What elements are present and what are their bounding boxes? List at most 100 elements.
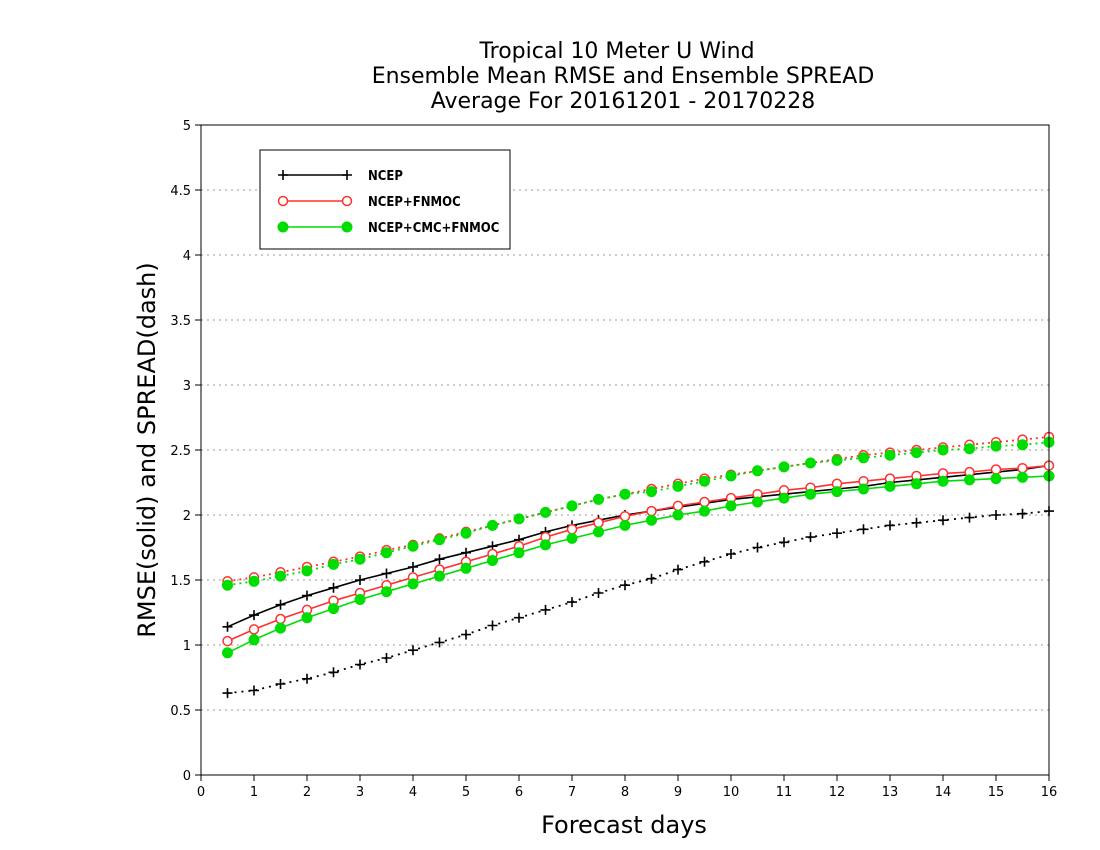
series-line-ncep-fnmoc-spread [227, 436, 1050, 583]
x-tick-label-9: 9 [674, 785, 682, 800]
point-ncep-cmc-fnmoc-spread-30 [1017, 439, 1028, 451]
point-ncep-spread-6 [381, 653, 392, 663]
series-layer [222, 431, 1055, 699]
point-ncep-cmc-fnmoc-spread-3 [301, 565, 313, 577]
series-ncep-fnmoc-spread [222, 431, 1055, 587]
point-ncep-spread-25 [885, 520, 895, 531]
point-ncep-cmc-fnmoc-rmse-6 [381, 586, 392, 598]
x-tick-label-13: 13 [882, 785, 899, 800]
point-ncep-cmc-fnmoc-spread-21 [778, 461, 790, 473]
point-ncep-rmse-5 [355, 575, 365, 585]
point-ncep-rmse-0 [222, 621, 233, 632]
x-tick-label-5: 5 [462, 785, 470, 800]
point-ncep-cmc-fnmoc-rmse-8 [434, 570, 445, 582]
point-ncep-spread-30 [1017, 508, 1028, 519]
x-axis-label: Forecast days [541, 811, 707, 839]
legend-marker-start-ncep-cmc-fnmoc [277, 221, 289, 233]
point-ncep-cmc-fnmoc-spread-11 [513, 513, 525, 525]
point-ncep-cmc-fnmoc-spread-27 [937, 444, 949, 456]
series-line-ncep-spread [227, 510, 1050, 694]
point-ncep-spread-11 [514, 612, 524, 623]
point-ncep-cmc-fnmoc-rmse-0 [222, 647, 233, 659]
series-ncep-cmc-fnmoc-rmse [222, 470, 1055, 659]
point-ncep-spread-12 [540, 604, 551, 615]
point-ncep-spread-28 [964, 512, 975, 523]
point-ncep-cmc-fnmoc-rmse-22 [805, 488, 816, 500]
point-ncep-cmc-fnmoc-rmse-2 [275, 622, 286, 634]
point-ncep-spread-18 [699, 556, 710, 567]
point-ncep-rmse-8 [434, 554, 445, 565]
point-ncep-fnmoc-rmse-18 [699, 496, 710, 508]
point-ncep-cmc-fnmoc-rmse-3 [301, 612, 313, 624]
x-tick-label-6: 6 [515, 785, 523, 800]
y-tick-label-2: 1 [183, 639, 191, 654]
point-ncep-cmc-fnmoc-spread-7 [407, 540, 419, 552]
point-ncep-cmc-fnmoc-spread-2 [275, 570, 286, 582]
point-ncep-cmc-fnmoc-spread-12 [540, 506, 551, 518]
point-ncep-spread-26 [911, 517, 922, 528]
point-ncep-spread-2 [275, 679, 286, 689]
x-tick-label-0: 0 [197, 785, 205, 800]
y-tick-label-4: 2 [183, 509, 191, 524]
point-ncep-spread-24 [858, 524, 869, 535]
point-ncep-spread-27 [938, 515, 948, 526]
point-ncep-cmc-fnmoc-spread-20 [752, 465, 763, 477]
y-tick-label-0: 0 [183, 769, 191, 784]
point-ncep-cmc-fnmoc-spread-4 [328, 558, 339, 570]
point-ncep-cmc-fnmoc-spread-1 [248, 575, 260, 587]
point-ncep-cmc-fnmoc-spread-13 [566, 500, 578, 512]
point-ncep-spread-20 [752, 542, 763, 553]
point-ncep-fnmoc-rmse-16 [646, 505, 657, 517]
y-tick-label-5: 2.5 [170, 444, 191, 459]
y-tick-label-9: 4.5 [170, 184, 191, 199]
point-ncep-spread-21 [779, 537, 789, 548]
point-ncep-cmc-fnmoc-rmse-5 [354, 594, 366, 605]
point-ncep-cmc-fnmoc-rmse-26 [911, 478, 922, 490]
point-ncep-fnmoc-rmse-14 [593, 517, 604, 529]
point-ncep-spread-5 [355, 659, 365, 670]
point-ncep-cmc-fnmoc-spread-29 [990, 440, 1002, 452]
series-ncep-rmse [222, 460, 1054, 632]
point-ncep-cmc-fnmoc-rmse-29 [990, 473, 1002, 485]
point-ncep-cmc-fnmoc-spread-23 [831, 454, 843, 466]
point-ncep-cmc-fnmoc-rmse-28 [964, 474, 975, 486]
point-ncep-cmc-fnmoc-spread-8 [434, 534, 445, 546]
x-tick-label-12: 12 [829, 785, 846, 800]
point-ncep-cmc-fnmoc-rmse-11 [513, 547, 525, 559]
x-tick-label-8: 8 [621, 785, 629, 800]
point-ncep-cmc-fnmoc-rmse-16 [646, 514, 657, 526]
point-ncep-spread-19 [726, 549, 736, 559]
point-ncep-spread-29 [991, 510, 1001, 520]
point-ncep-rmse-4 [328, 582, 339, 593]
point-ncep-cmc-fnmoc-rmse-7 [407, 578, 419, 590]
point-ncep-cmc-fnmoc-rmse-9 [460, 562, 472, 574]
legend-marker-start-ncep-fnmoc [277, 195, 289, 207]
chart-title-line-3: Average For 20161201 - 20170228 [431, 89, 816, 114]
point-ncep-cmc-fnmoc-spread-5 [354, 553, 366, 565]
point-ncep-cmc-fnmoc-rmse-23 [831, 486, 843, 498]
point-ncep-cmc-fnmoc-rmse-4 [328, 603, 339, 615]
point-ncep-spread-14 [593, 588, 604, 598]
series-ncep-spread [222, 506, 1054, 699]
legend-label-ncep-cmc-fnmoc: NCEP+CMC+FNMOC [368, 221, 499, 236]
point-ncep-cmc-fnmoc-spread-14 [593, 493, 604, 505]
point-ncep-fnmoc-rmse-29 [990, 464, 1002, 475]
point-ncep-cmc-fnmoc-spread-17 [672, 480, 684, 492]
point-ncep-cmc-fnmoc-rmse-30 [1017, 471, 1028, 483]
x-tick-label-16: 16 [1041, 785, 1058, 800]
point-ncep-cmc-fnmoc-spread-26 [911, 447, 922, 459]
series-line-ncep-cmc-fnmoc-rmse [227, 475, 1050, 654]
x-tick-label-10: 10 [723, 785, 740, 800]
point-ncep-cmc-fnmoc-rmse-14 [593, 526, 604, 538]
point-ncep-cmc-fnmoc-spread-6 [381, 547, 392, 559]
legend: NCEP NCEP+FNMOC NCEP+CMC+FNMOC [259, 149, 511, 250]
point-ncep-rmse-7 [408, 562, 418, 572]
point-ncep-cmc-fnmoc-spread-25 [884, 449, 896, 461]
y-tick-label-10: 5 [183, 119, 191, 134]
y-axis-ticks: 0 0.5 1 1.5 2 2.5 3 3.5 4 4.5 5 [170, 119, 201, 784]
point-ncep-spread-8 [434, 637, 445, 648]
point-ncep-cmc-fnmoc-rmse-12 [540, 539, 551, 551]
chart-title-line-1: Tropical 10 Meter U Wind [478, 39, 754, 64]
point-ncep-rmse-9 [461, 547, 471, 558]
point-ncep-fnmoc-rmse-15 [619, 511, 631, 522]
